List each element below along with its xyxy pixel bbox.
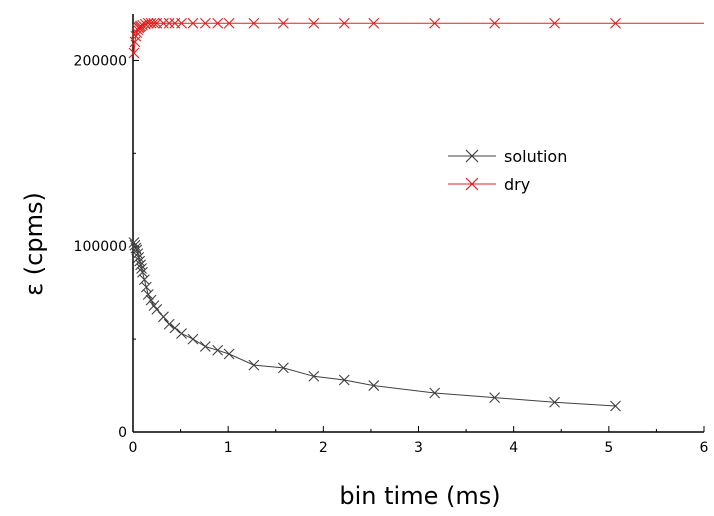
x-tick-label: 1: [224, 440, 233, 456]
data-point-dry: [223, 17, 235, 29]
data-point-dry: [489, 17, 501, 29]
data-point-solution: [338, 374, 350, 386]
data-point-dry: [212, 17, 224, 29]
data-point-solution: [140, 281, 152, 293]
legend-marker-dry: [465, 177, 479, 191]
data-point-solution: [142, 289, 154, 300]
data-point-dry: [199, 17, 211, 29]
x-tick-label: 4: [509, 440, 518, 456]
data-point-dry: [158, 17, 169, 29]
data-point-dry: [277, 17, 289, 29]
legend-marker-solution: [465, 149, 479, 163]
data-point-solution: [128, 237, 140, 248]
data-point-solution: [187, 333, 199, 345]
data-point-solution: [134, 255, 146, 267]
legend-label-solution: solution: [504, 147, 567, 166]
data-point-dry: [429, 17, 441, 29]
y-tick-label: 0: [118, 425, 127, 441]
x-tick-label: 3: [414, 440, 423, 456]
series-layer: [128, 17, 704, 412]
data-point-solution: [158, 311, 169, 323]
x-tick-label: 5: [604, 440, 613, 456]
data-point-dry: [128, 47, 140, 59]
data-point-solution: [368, 380, 380, 391]
data-point-solution: [130, 242, 142, 254]
y-tick-label: 200000: [74, 53, 127, 69]
data-point-solution: [223, 348, 235, 360]
tick-marks: [132, 59, 705, 433]
data-point-dry: [130, 30, 142, 42]
data-point-solution: [132, 248, 144, 260]
data-point-solution: [145, 294, 157, 306]
data-point-solution: [137, 266, 148, 278]
data-point-dry: [137, 19, 148, 31]
series-line-solution: [133, 242, 616, 407]
y-tick-label: 100000: [74, 239, 127, 255]
data-point-dry: [142, 17, 154, 29]
data-point-dry: [368, 17, 380, 29]
series-dry: [128, 17, 704, 59]
data-point-solution: [429, 387, 441, 399]
series-line-dry: [133, 22, 704, 54]
x-axis-title: bin time (ms): [339, 482, 500, 510]
data-point-solution: [169, 322, 181, 334]
data-point-dry: [338, 17, 350, 29]
data-point-dry: [145, 17, 157, 29]
y-axis-title: ε (cpms): [20, 192, 48, 296]
data-point-dry: [187, 17, 199, 29]
data-point-solution: [176, 328, 187, 339]
data-point-solution: [277, 362, 289, 374]
data-point-solution: [489, 392, 501, 404]
data-point-solution: [248, 359, 260, 371]
x-tick-label: 6: [700, 440, 709, 456]
data-point-dry: [549, 17, 560, 29]
data-point-dry: [163, 17, 175, 29]
data-point-solution: [133, 251, 145, 263]
series-solution: [128, 237, 621, 412]
data-point-solution: [549, 396, 560, 408]
axes: [132, 14, 704, 433]
data-point-dry: [610, 17, 621, 29]
data-point-solution: [131, 244, 143, 256]
x-tick-label: 2: [319, 440, 328, 456]
data-point-solution: [136, 263, 147, 274]
data-point-solution: [199, 341, 211, 352]
data-point-solution: [610, 400, 621, 412]
data-point-dry: [308, 17, 320, 29]
legend: solution dry: [448, 147, 567, 194]
x-tick-label: 0: [129, 440, 138, 456]
data-point-dry: [248, 17, 260, 29]
data-point-solution: [212, 344, 224, 356]
tick-labels: 0 1 2 3 4 5 6 0 100000 200000: [74, 53, 709, 456]
data-point-dry: [148, 17, 160, 29]
data-point-dry: [176, 17, 187, 29]
data-point-solution: [139, 274, 150, 286]
data-point-solution: [163, 318, 175, 330]
data-point-solution: [135, 259, 147, 271]
legend-label-dry: dry: [504, 175, 530, 194]
data-point-solution: [308, 370, 320, 382]
